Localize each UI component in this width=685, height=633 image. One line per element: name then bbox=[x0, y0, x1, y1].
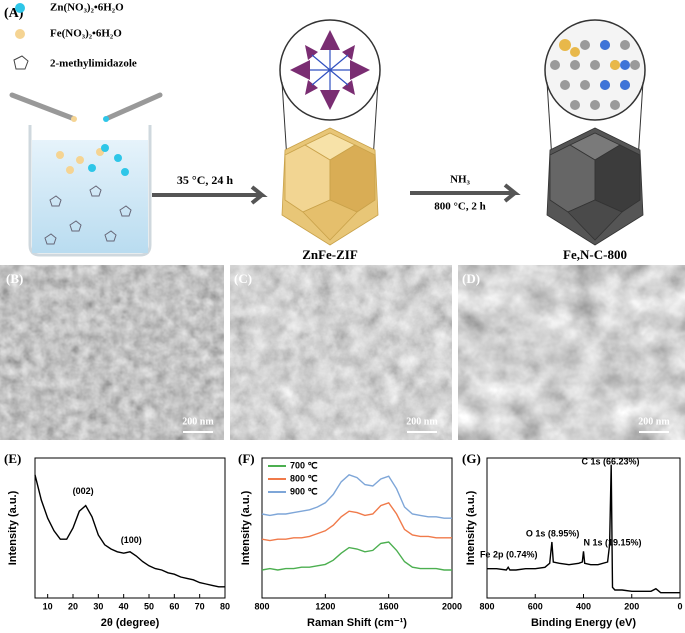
product: Fe,N-C-800 bbox=[563, 247, 627, 262]
legend-label: 700 ℃ bbox=[290, 460, 318, 470]
pipette bbox=[105, 92, 163, 121]
n-sites bbox=[600, 40, 630, 90]
reagent: Fe(NO₃)₂•6H₂O bbox=[50, 28, 122, 40]
plot-frame bbox=[34, 457, 226, 599]
x-tick-label: 30 bbox=[93, 601, 103, 611]
x-tick-label: 200 bbox=[624, 601, 639, 611]
panel-label: (D) bbox=[462, 271, 480, 286]
annotation: (002) bbox=[73, 486, 94, 496]
panel-label: (F) bbox=[238, 451, 255, 466]
arrow bbox=[152, 185, 268, 205]
framework bbox=[290, 30, 370, 110]
data-line bbox=[261, 541, 452, 571]
x-tick-label: 600 bbox=[528, 601, 543, 611]
panel-label: (C) bbox=[234, 271, 252, 286]
x-axis-label: Raman Shift (cm⁻¹) bbox=[307, 617, 407, 629]
reagent: 2-methylimidazole bbox=[50, 58, 137, 70]
data-line bbox=[34, 474, 225, 588]
micrographs: (B) (C) (D) 200 nm 200 nm 200 nm bbox=[0, 265, 685, 440]
fe-sites bbox=[559, 39, 620, 70]
scale-bar-label: 200 nm bbox=[638, 416, 670, 427]
x-tick-label: 1600 bbox=[379, 601, 399, 611]
hrtem-image bbox=[458, 265, 685, 440]
scale-bar-label: 200 nm bbox=[182, 416, 214, 427]
annotation: O 1s (8.95%) bbox=[526, 528, 580, 538]
scheme: (A) Zn(NO₃)₂•6H₂O Fe(NO₃)₂•6H₂O 2-methyl… bbox=[4, 2, 646, 262]
sem-image bbox=[0, 265, 224, 440]
solution bbox=[32, 140, 148, 253]
condition: 800 °C, 2 h bbox=[434, 201, 485, 213]
reagent: Zn(NO₃)₂•6H₂O bbox=[50, 2, 124, 14]
panel-label: (E) bbox=[4, 451, 21, 466]
x-tick-label: 50 bbox=[144, 601, 154, 611]
x-tick-label: 80 bbox=[220, 601, 230, 611]
x-tick-label: 0 bbox=[677, 601, 682, 611]
beaker bbox=[28, 125, 152, 257]
x-tick-label: 400 bbox=[576, 601, 591, 611]
panel-label: (G) bbox=[462, 451, 481, 466]
pipette bbox=[9, 92, 75, 121]
x-tick-label: 800 bbox=[254, 601, 269, 611]
x-tick-label: 20 bbox=[68, 601, 78, 611]
scale-bar-label: 200 nm bbox=[406, 416, 438, 427]
annotation: Fe 2p (0.74%) bbox=[480, 550, 538, 560]
zoom-line bbox=[546, 81, 553, 161]
dodecahedron bbox=[546, 127, 644, 246]
x-tick-label: 1200 bbox=[315, 601, 335, 611]
x-tick-label: 10 bbox=[43, 601, 53, 611]
x-tick-label: 70 bbox=[195, 601, 205, 611]
drop bbox=[71, 116, 77, 122]
condition: 35 °C, 24 h bbox=[177, 173, 233, 187]
zn-icon bbox=[15, 3, 25, 13]
plot-frame bbox=[261, 457, 453, 599]
condition: NH₃ bbox=[450, 174, 471, 186]
zoom-line bbox=[637, 81, 644, 161]
y-axis-label: Intensity (a.u.) bbox=[7, 490, 19, 565]
x-tick-label: 40 bbox=[119, 601, 129, 611]
y-axis-label: Intensity (a.u.) bbox=[240, 490, 252, 565]
annotation: C 1s (66.23%) bbox=[582, 456, 640, 466]
panel-label: (B) bbox=[6, 271, 23, 286]
legend-label: 900 ℃ bbox=[290, 486, 318, 496]
x-tick-label: 800 bbox=[479, 601, 494, 611]
tem-image bbox=[230, 265, 452, 440]
dodecahedron bbox=[281, 127, 379, 246]
zoom-line bbox=[281, 81, 288, 161]
zoom-line bbox=[372, 81, 379, 161]
legend-label: 800 ℃ bbox=[290, 473, 318, 483]
product: ZnFe-ZIF bbox=[302, 247, 358, 262]
arrow bbox=[410, 183, 521, 203]
data-line bbox=[487, 464, 680, 594]
plot-frame bbox=[486, 457, 681, 599]
imidazole-icon bbox=[13, 55, 29, 70]
fe-icon bbox=[15, 29, 25, 39]
particles bbox=[88, 144, 129, 176]
drop bbox=[103, 116, 109, 122]
ligands bbox=[44, 185, 132, 245]
annotation: N 1s (19.15%) bbox=[584, 538, 642, 548]
framework-links bbox=[310, 50, 350, 90]
annotation: (100) bbox=[121, 535, 142, 545]
x-tick-label: 60 bbox=[169, 601, 179, 611]
x-axis-label: 2θ (degree) bbox=[101, 617, 160, 629]
y-axis-label: Intensity (a.u.) bbox=[465, 490, 477, 565]
data-line bbox=[261, 501, 452, 542]
x-axis-label: Binding Energy (eV) bbox=[531, 617, 636, 629]
x-tick-label: 2000 bbox=[442, 601, 462, 611]
data-line bbox=[261, 474, 452, 519]
